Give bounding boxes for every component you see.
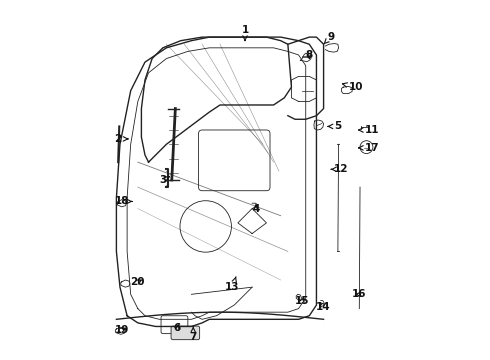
Text: 7: 7 xyxy=(190,327,197,342)
Text: 11: 11 xyxy=(359,125,379,135)
Text: 16: 16 xyxy=(352,289,367,299)
Text: 5: 5 xyxy=(328,121,342,131)
Text: 12: 12 xyxy=(331,164,349,174)
Text: 10: 10 xyxy=(343,82,363,92)
Text: 6: 6 xyxy=(173,323,181,333)
Text: 20: 20 xyxy=(130,277,145,287)
Text: 18: 18 xyxy=(115,197,132,206)
Text: 3: 3 xyxy=(159,175,170,185)
Text: 1: 1 xyxy=(242,25,248,41)
FancyBboxPatch shape xyxy=(171,326,199,340)
Text: 17: 17 xyxy=(359,143,379,153)
Text: 4: 4 xyxy=(252,203,259,213)
Text: 8: 8 xyxy=(306,50,313,60)
Text: 15: 15 xyxy=(295,296,309,306)
Text: 2: 2 xyxy=(115,134,128,144)
Text: 19: 19 xyxy=(115,325,129,335)
Text: 13: 13 xyxy=(225,277,240,292)
Text: 9: 9 xyxy=(324,32,334,44)
Text: 14: 14 xyxy=(316,302,331,312)
